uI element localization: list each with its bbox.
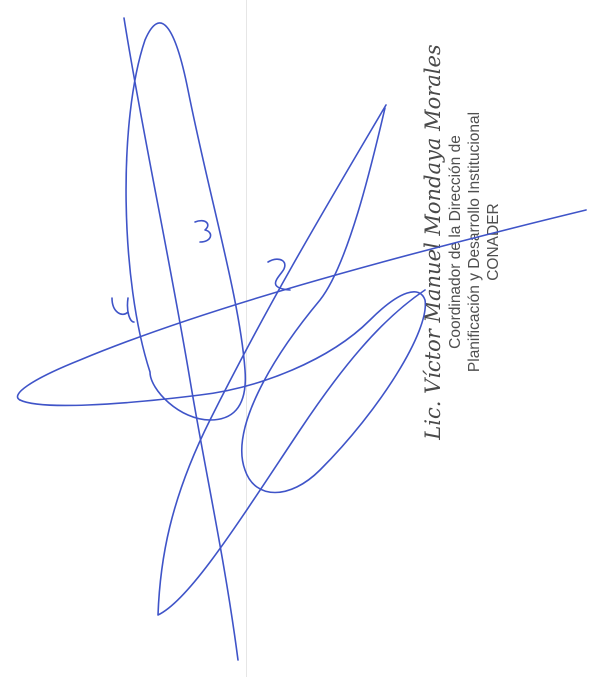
signature-stroke-diagonal xyxy=(157,104,426,616)
signature-stroke-tall-loop xyxy=(125,22,247,421)
signature-mark-three xyxy=(194,219,212,243)
signature-mark-two xyxy=(267,258,291,291)
signature-stroke-long-sweep xyxy=(16,209,587,401)
page-fold-line xyxy=(246,0,247,677)
signature-stroke-lower-loop xyxy=(19,107,427,494)
signature-mark-u xyxy=(111,297,135,323)
signature-stroke-vertical xyxy=(123,17,239,661)
